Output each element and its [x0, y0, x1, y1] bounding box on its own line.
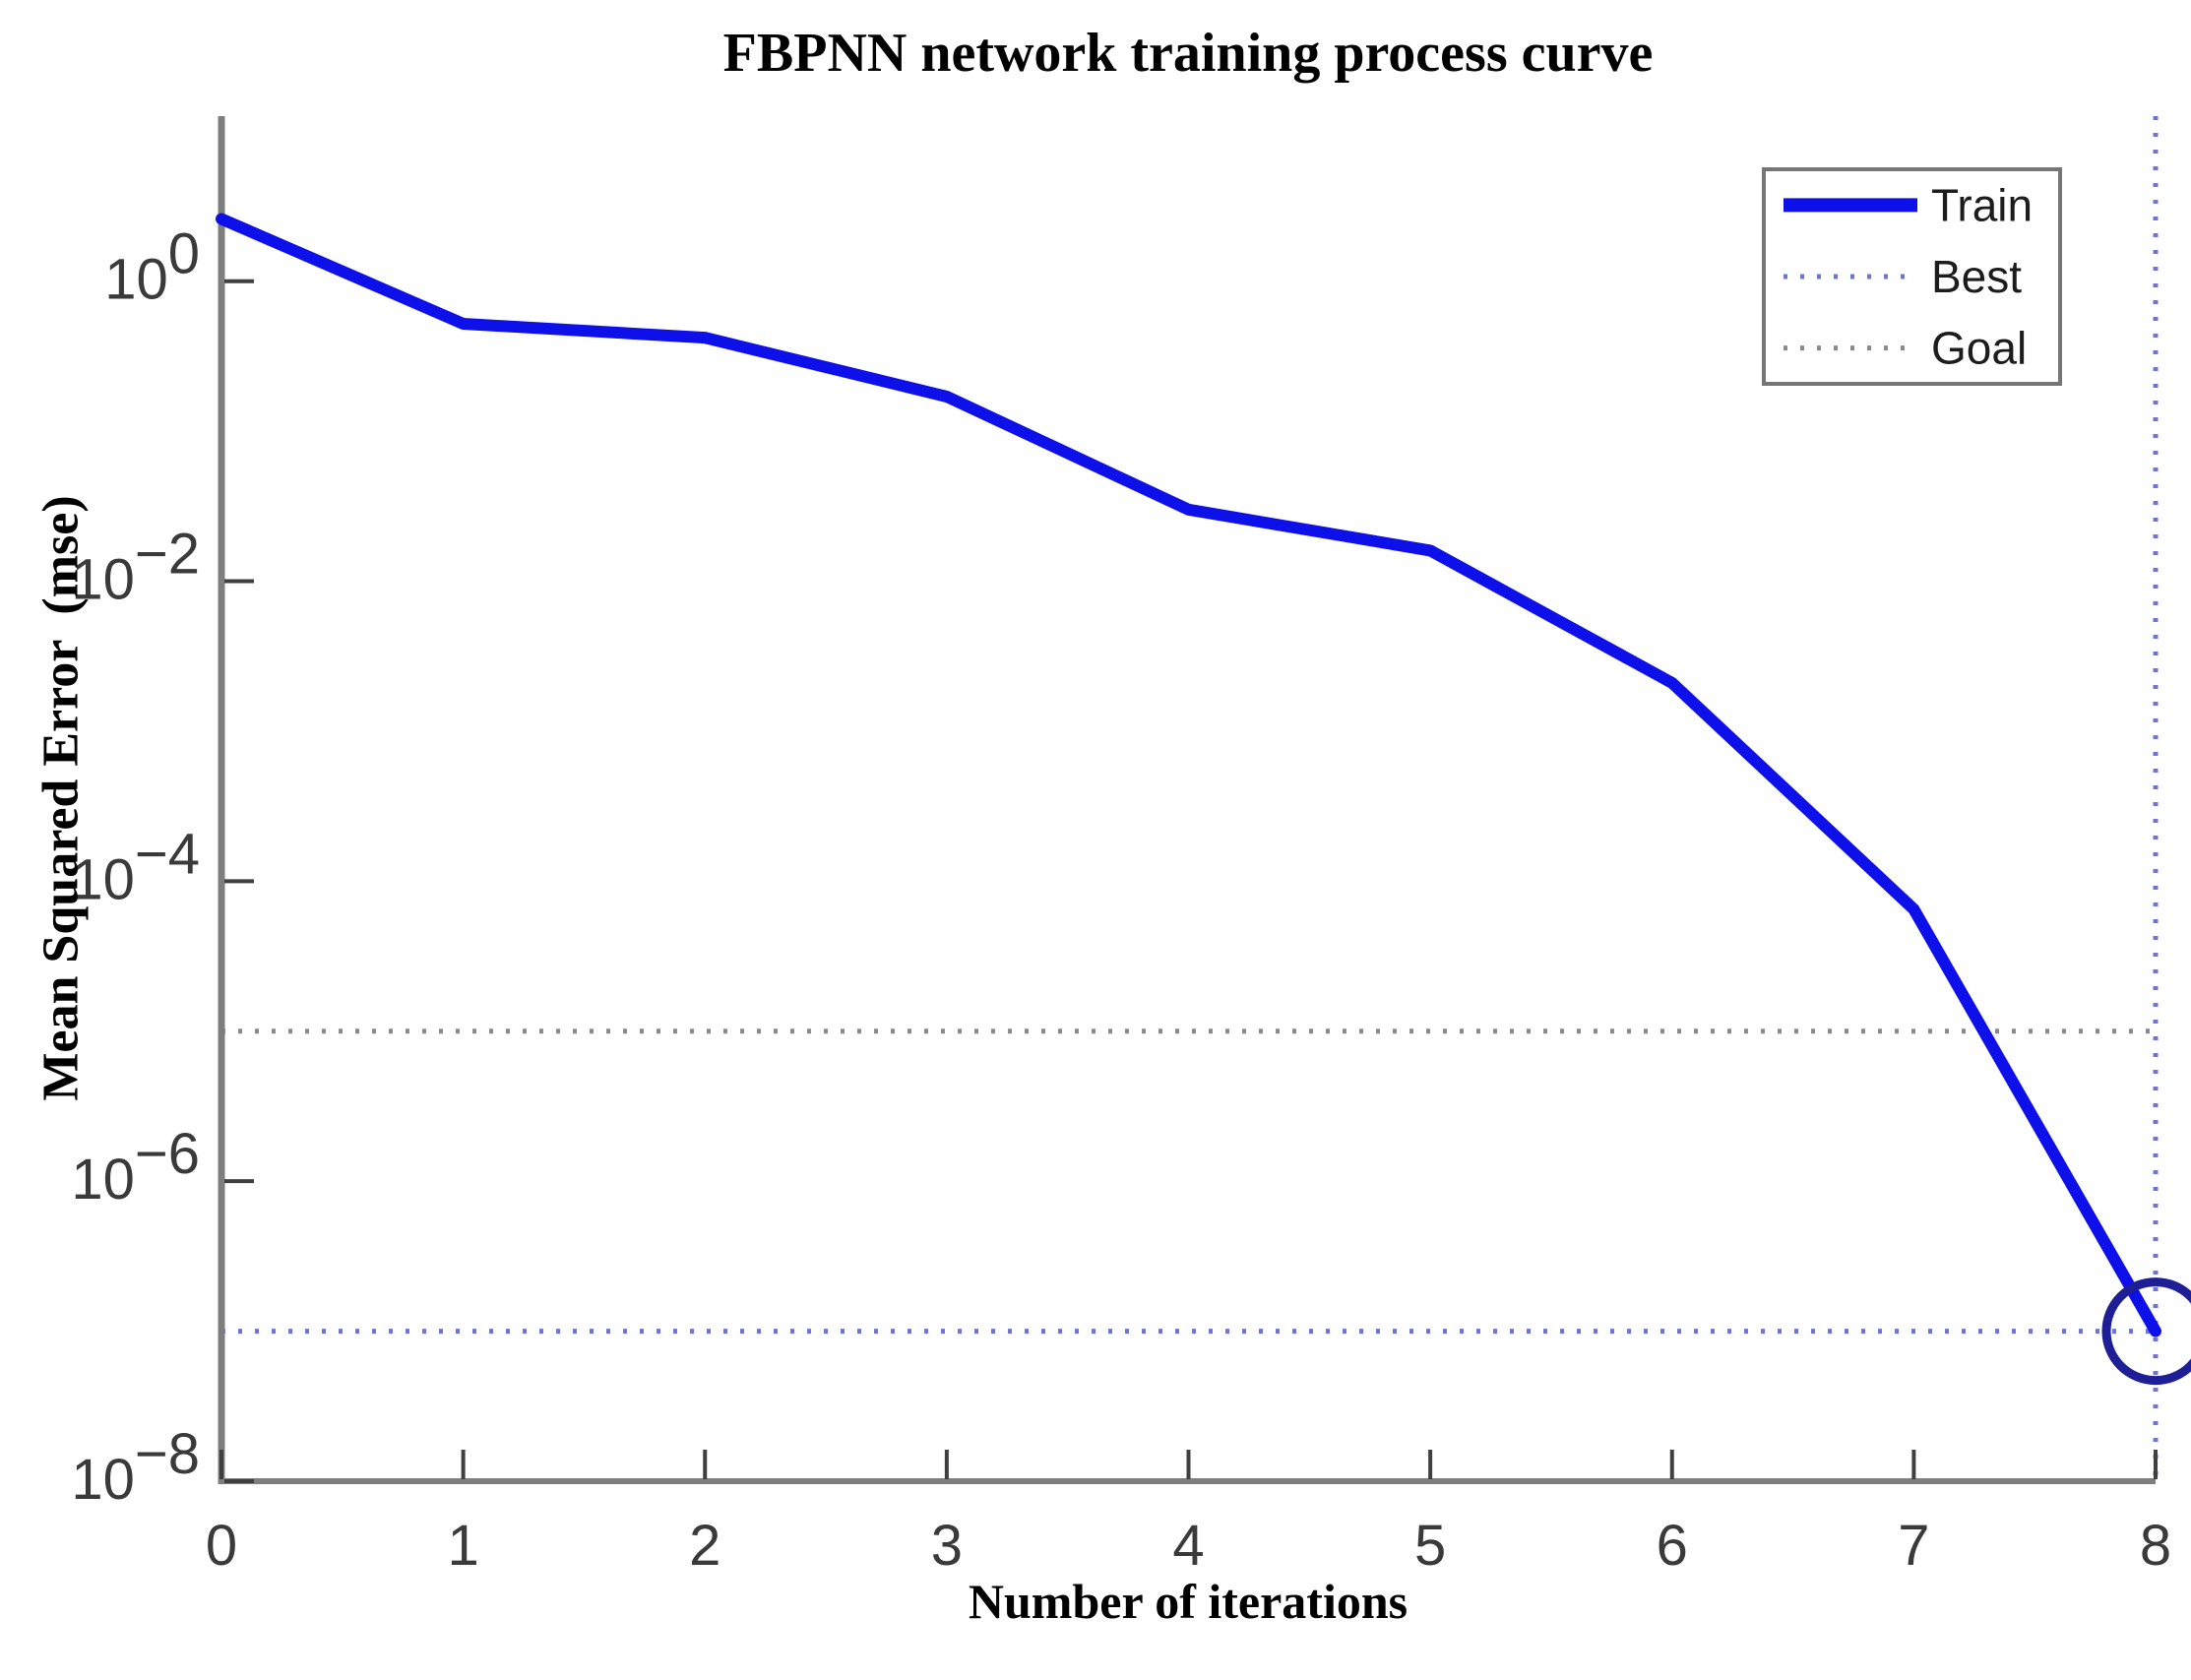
y-tick-label: 10−6: [71, 1122, 200, 1212]
best-point-marker: [2101, 1277, 2191, 1386]
x-tick-label: 1: [447, 1514, 478, 1578]
y-tick-label: 10−2: [71, 523, 200, 612]
legend: Train Best Goal: [1762, 167, 2062, 386]
x-tick-label: 5: [1414, 1514, 1446, 1578]
x-tick-label: 3: [931, 1514, 963, 1578]
legend-label-best: Best: [1931, 251, 2022, 302]
x-tick-label: 7: [1898, 1514, 1929, 1578]
y-tick-label: 10−4: [71, 822, 200, 911]
x-tick-label: 4: [1172, 1514, 1204, 1578]
x-tick-label: 6: [1657, 1514, 1688, 1578]
y-axis-label: Mean Squared Error (mse): [32, 495, 90, 1101]
train-curve: [216, 213, 2161, 1338]
legend-label-goal: Goal: [1931, 323, 2027, 374]
y-tick-label: 10−8: [71, 1422, 200, 1512]
chart-title: FBPNN network training process curve: [722, 23, 1654, 84]
y-tick-label: 100: [104, 222, 200, 312]
legend-label-train: Train: [1931, 179, 2033, 230]
x-tick-label: 2: [689, 1514, 720, 1578]
x-tick-label: 0: [206, 1514, 237, 1578]
x-tick-label: 8: [2140, 1514, 2171, 1578]
x-axis-label: Number of iterations: [968, 1574, 1408, 1629]
